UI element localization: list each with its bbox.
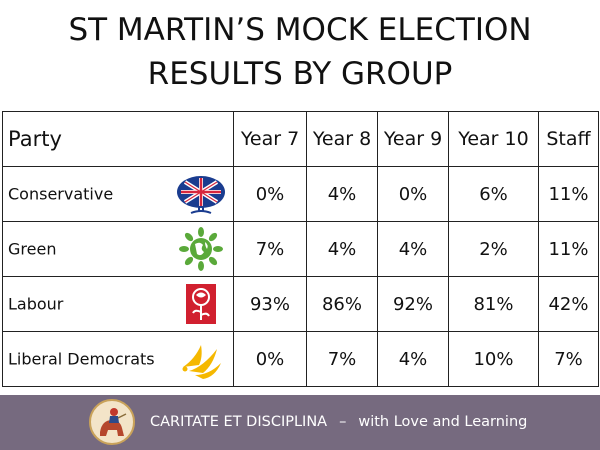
value-cell: 7%	[233, 221, 307, 277]
value-cell: 11%	[538, 221, 599, 277]
header-year7: Year 7	[233, 111, 307, 167]
value-cell: 11%	[538, 166, 599, 222]
title-line-2: RESULTS BY GROUP	[147, 56, 453, 92]
green-earth-logo-icon	[179, 227, 223, 271]
value-cell: 7%	[538, 331, 599, 387]
header-year10: Year 10	[448, 111, 539, 167]
libdem-bird-logo-icon	[182, 345, 221, 379]
value-cell: 92%	[377, 276, 449, 332]
value-cell: 6%	[448, 166, 539, 222]
table-row: Green 7% 4% 4% 2% 11%	[2, 221, 599, 277]
table-row: Labour 93% 86% 92% 81% 42%	[2, 276, 599, 332]
motto-english: with Love and Learning	[358, 414, 528, 430]
value-cell: 0%	[233, 166, 307, 222]
party-cell-labour: Labour	[2, 276, 234, 332]
party-name: Conservative	[8, 184, 114, 204]
title-line-1: ST MARTIN’S MOCK ELECTION	[68, 12, 532, 48]
value-cell: 93%	[233, 276, 307, 332]
value-cell: 4%	[306, 166, 378, 222]
results-table: Party Year 7 Year 8 Year 9 Year 10 Staff…	[2, 111, 599, 387]
value-cell: 0%	[377, 166, 449, 222]
header-year9: Year 9	[377, 111, 449, 167]
header-year8: Year 8	[306, 111, 378, 167]
value-cell: 7%	[306, 331, 378, 387]
conservative-tree-logo-icon	[177, 176, 225, 214]
school-motto: CARITATE ET DISCIPLINA – with Love and Lea…	[150, 395, 527, 450]
page-title: ST MARTIN’S MOCK ELECTION RESULTS BY GRO…	[0, 8, 600, 96]
value-cell: 4%	[306, 221, 378, 277]
table-row: Liberal Democrats 0% 7% 4% 10% 7%	[2, 331, 599, 387]
labour-rose-logo-icon	[186, 284, 216, 324]
header-party: Party	[2, 111, 234, 167]
value-cell: 81%	[448, 276, 539, 332]
value-cell: 4%	[377, 331, 449, 387]
value-cell: 4%	[377, 221, 449, 277]
party-cell-libdem: Liberal Democrats	[2, 331, 234, 387]
value-cell: 2%	[448, 221, 539, 277]
value-cell: 10%	[448, 331, 539, 387]
header-staff: Staff	[538, 111, 599, 167]
value-cell: 42%	[538, 276, 599, 332]
motto-separator: –	[339, 414, 347, 430]
party-name: Labour	[8, 294, 64, 314]
value-cell: 0%	[233, 331, 307, 387]
party-name: Green	[8, 239, 57, 259]
table-row: Conservative 0% 4% 0% 6% 11%	[2, 166, 599, 222]
party-name: Liberal Democrats	[8, 349, 155, 369]
header-row: Party Year 7 Year 8 Year 9 Year 10 Staff	[2, 111, 599, 167]
party-cell-conservative: Conservative	[2, 166, 234, 222]
value-cell: 86%	[306, 276, 378, 332]
footer-bar: CARITATE ET DISCIPLINA – with Love and Lea…	[0, 395, 600, 450]
party-cell-green: Green	[2, 221, 234, 277]
school-crest-icon	[89, 399, 135, 445]
motto-latin: CARITATE ET DISCIPLINA	[150, 414, 328, 430]
